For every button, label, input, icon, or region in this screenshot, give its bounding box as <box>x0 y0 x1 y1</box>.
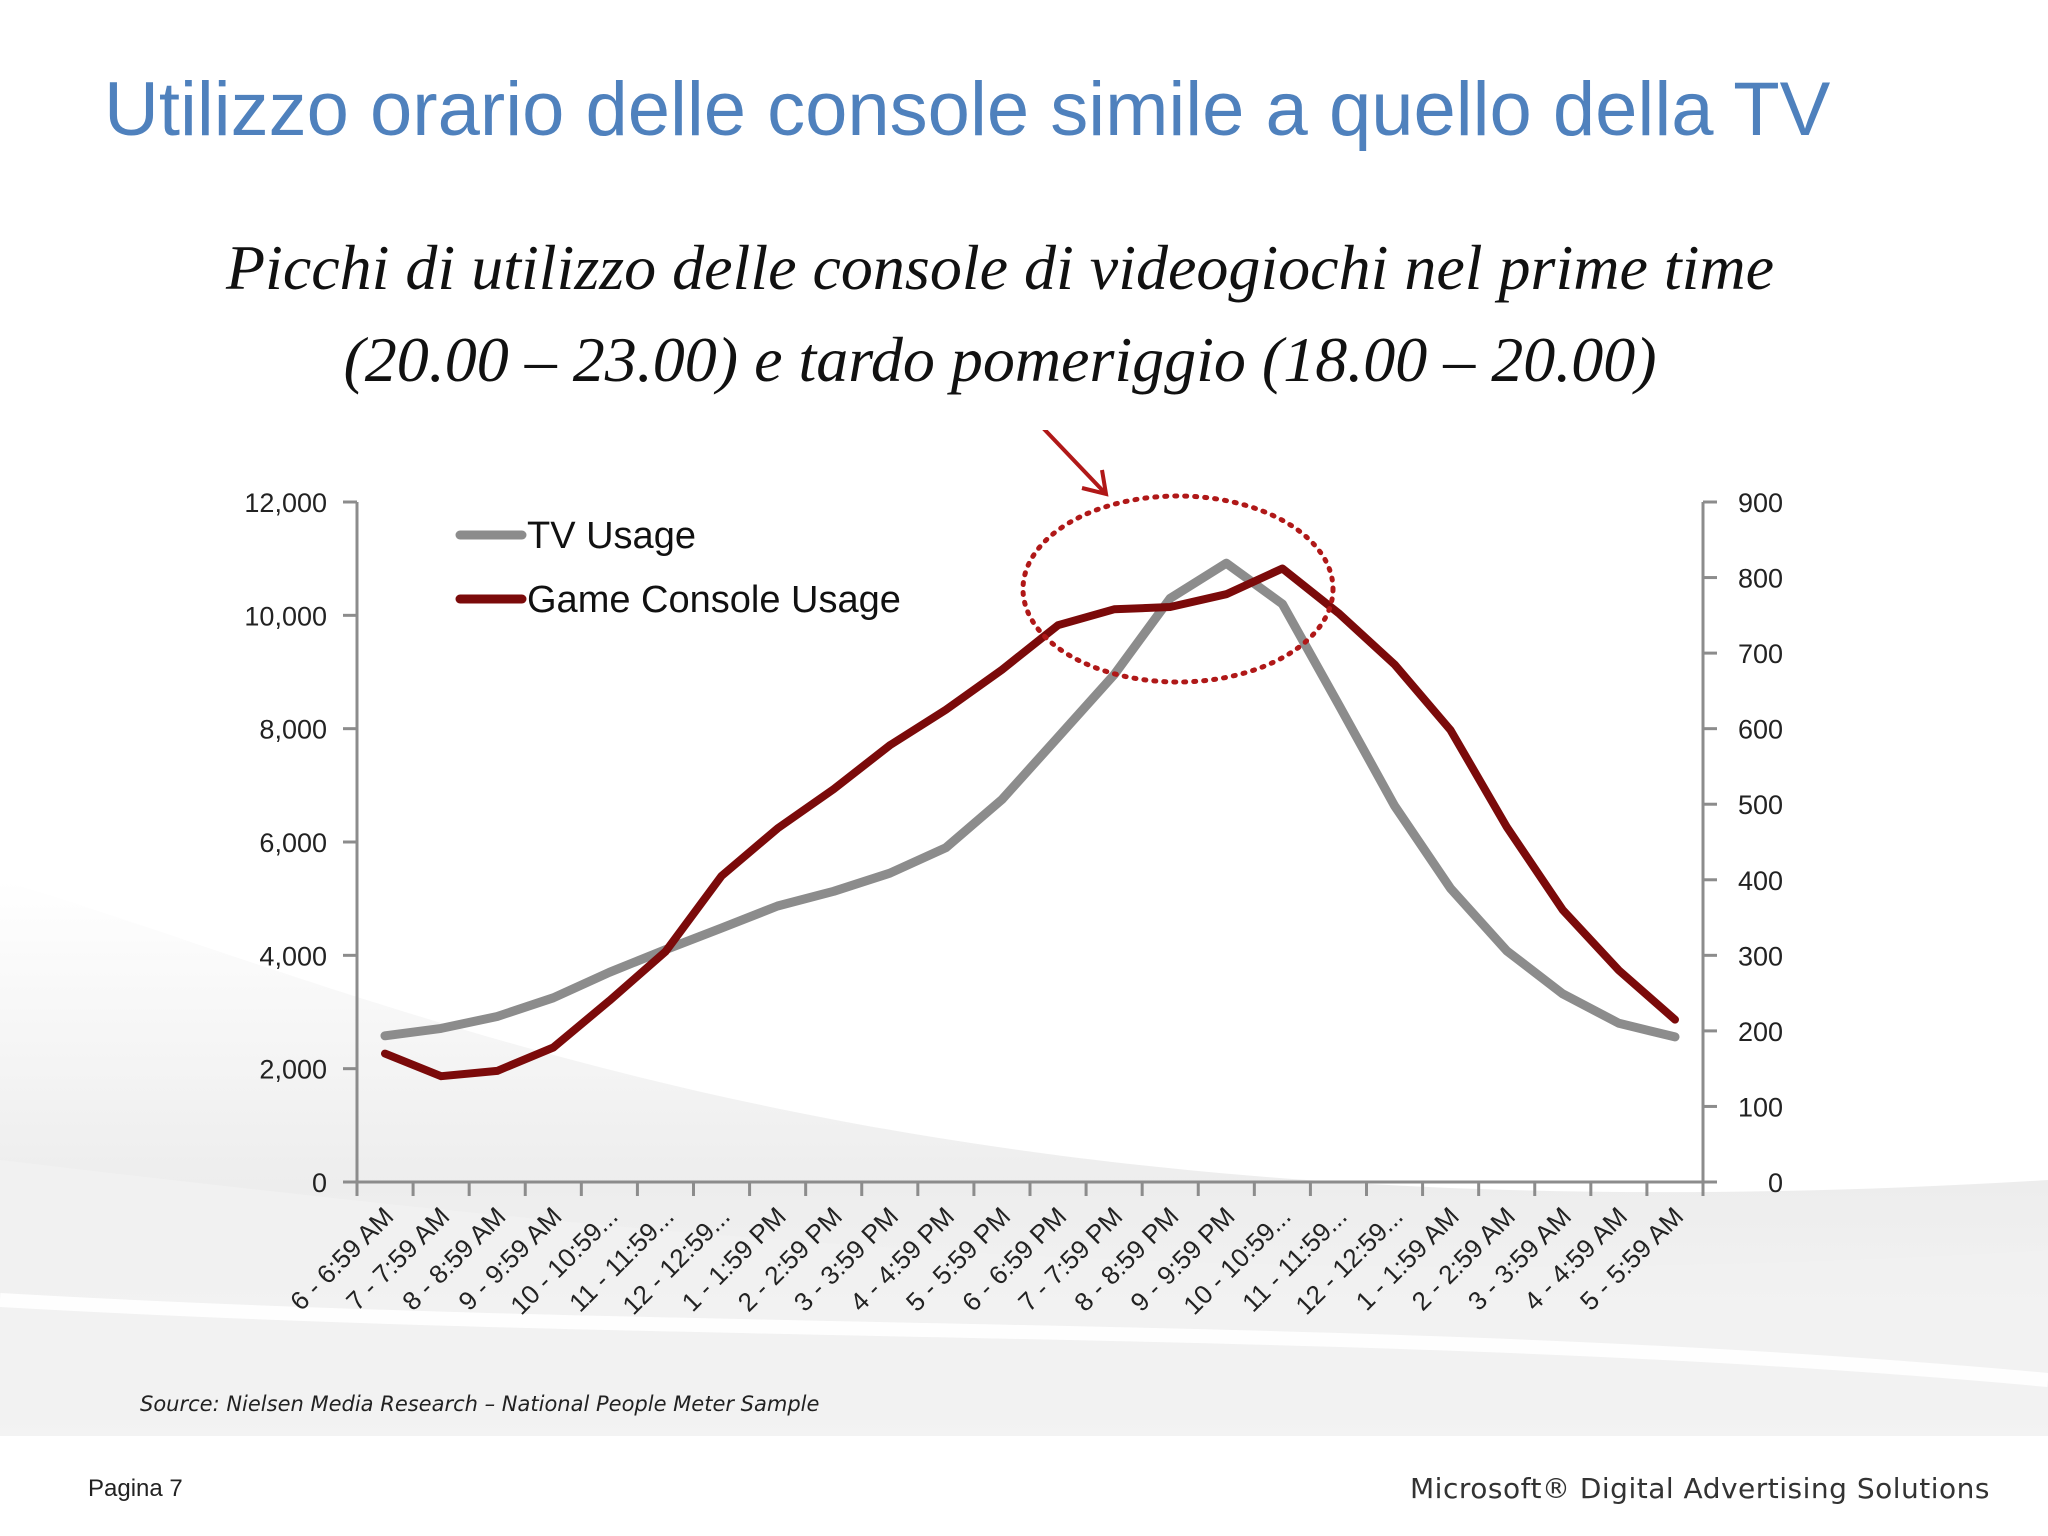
subtitle-line-2: (20.00 – 23.00) e tardo pomeriggio (18.0… <box>343 324 1657 395</box>
left-tick-label: 2,000 <box>259 1055 327 1085</box>
usage-line-chart: 0 2,000 4,000 6,000 8,000 10,000 12,000 0 100 200… <box>244 430 1783 1320</box>
peak-highlight-ellipse <box>1020 493 1336 685</box>
right-tick-label: 300 <box>1738 941 1783 971</box>
chart-ticks: 0 2,000 4,000 6,000 8,000 10,000 12,000 0 100 200… <box>244 488 1783 1320</box>
slide-title: Utilizzo orario delle console simile a q… <box>104 67 1831 152</box>
source-note: Source: Nielsen Media Research – Nationa… <box>140 1392 820 1416</box>
right-tick-label: 400 <box>1738 866 1783 896</box>
left-tick-label: 10,000 <box>244 601 327 631</box>
legend-label-console: Game Console Usage <box>527 579 901 621</box>
left-tick-label: 0 <box>312 1168 327 1198</box>
right-tick-label: 900 <box>1738 488 1783 518</box>
right-tick-label: 200 <box>1738 1017 1783 1047</box>
left-tick-label: 12,000 <box>244 488 327 518</box>
chart-legend: TV Usage Game Console Usage <box>455 515 901 621</box>
right-tick-label: 0 <box>1768 1168 1783 1198</box>
highlight-arrow-head <box>1081 469 1109 497</box>
right-tick-label: 800 <box>1738 564 1783 594</box>
highlight-arrow-shaft <box>1042 430 1107 495</box>
subtitle-line-1: Picchi di utilizzo delle console di vide… <box>225 232 1775 303</box>
left-tick-label: 8,000 <box>259 715 327 745</box>
tv-usage-line <box>380 558 1680 1042</box>
right-tick-label: 500 <box>1738 790 1783 820</box>
footer <box>0 1436 2048 1536</box>
right-tick-label: 600 <box>1738 715 1783 745</box>
right-tick-label: 100 <box>1738 1092 1783 1122</box>
left-tick-label: 6,000 <box>259 828 327 858</box>
legend-label-tv: TV Usage <box>527 515 696 557</box>
brand-logo-text: Microsoft® Digital Advertising Solutions <box>1410 1472 1990 1505</box>
slide-subtitle: Picchi di utilizzo delle console di vide… <box>0 222 2000 406</box>
right-tick-label: 700 <box>1738 639 1783 669</box>
chart-annotation <box>1020 430 1336 685</box>
console-usage-line <box>381 564 1679 1081</box>
page-number: Pagina 7 <box>88 1475 183 1502</box>
left-tick-label: 4,000 <box>259 941 327 971</box>
chart-series <box>380 558 1680 1081</box>
